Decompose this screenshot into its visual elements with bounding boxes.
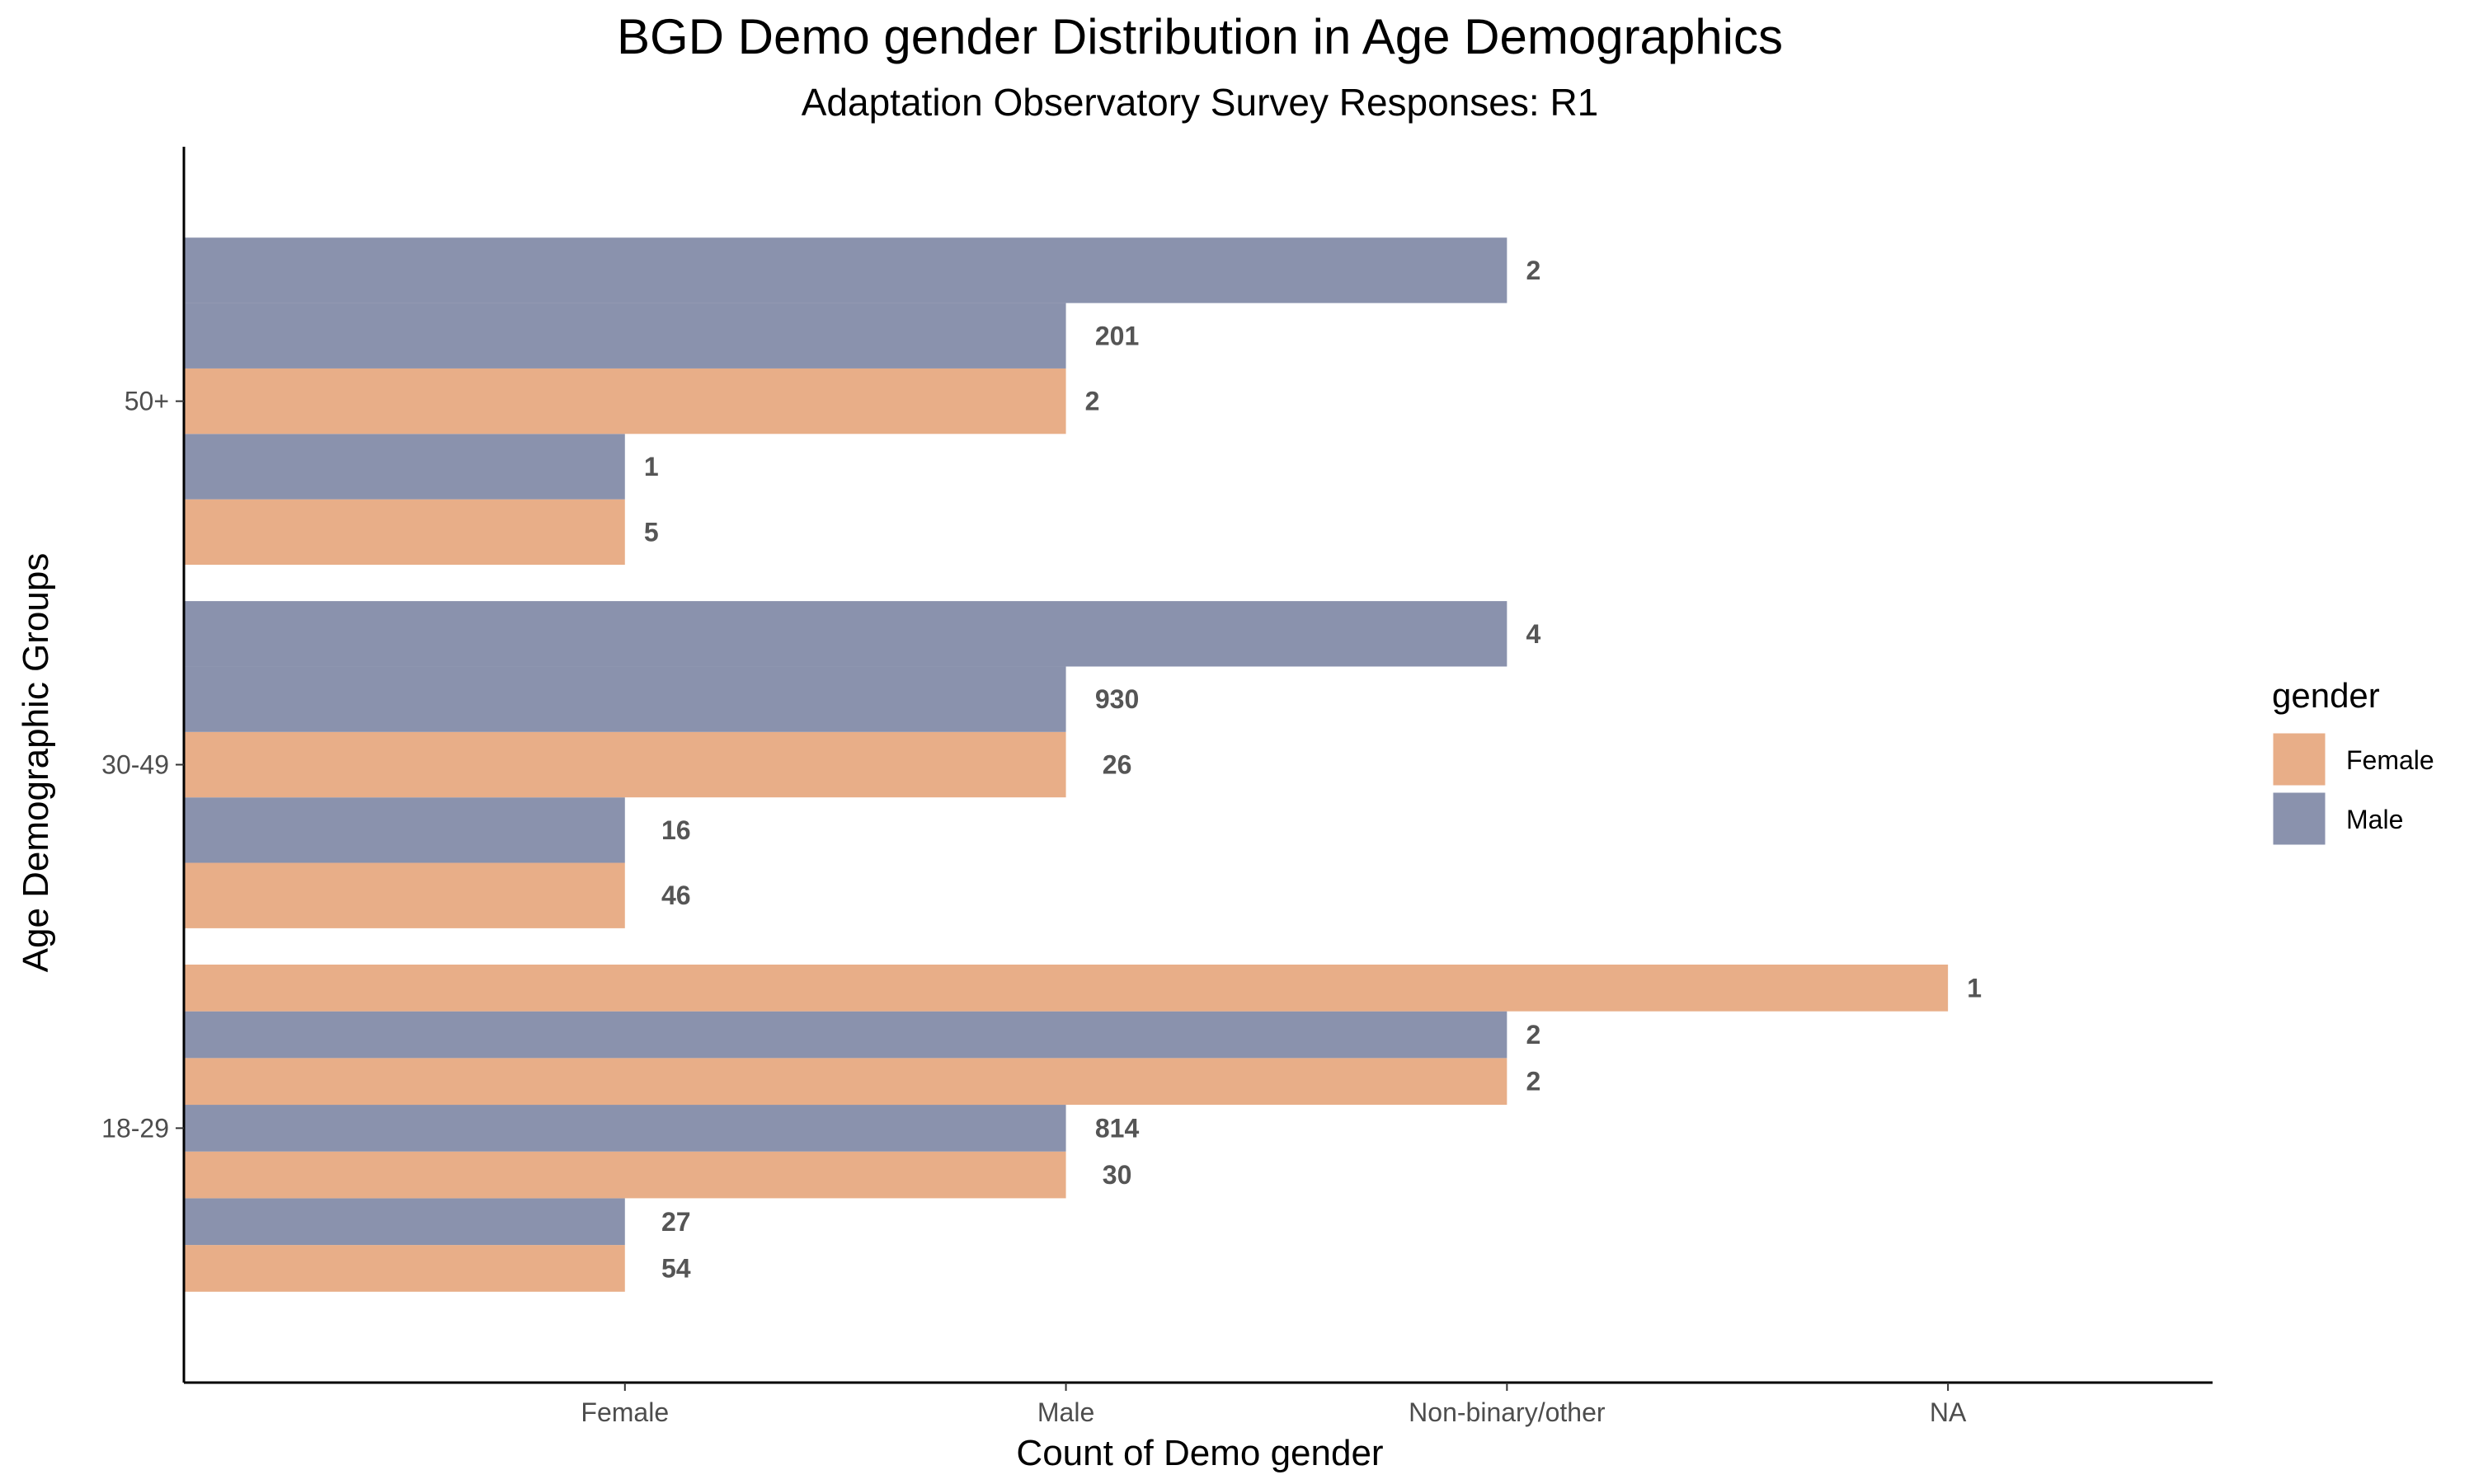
- bar: [184, 1151, 1066, 1199]
- bar: [184, 666, 1066, 732]
- data-label: 27: [661, 1207, 691, 1237]
- x-tick-label: Male: [1037, 1397, 1094, 1427]
- data-label: 2: [1526, 1067, 1540, 1097]
- data-labels-layer: 54 27 30 814 2 2 1 46 16 26 930 4 5 1 2 201 2: [644, 256, 1982, 1284]
- legend-key: [2270, 730, 2328, 788]
- chart-subtitle: Adaptation Observatory Survey Responses:…: [802, 81, 1599, 124]
- bar: [184, 368, 1066, 434]
- bar: [184, 499, 625, 566]
- x-axis-title: Count of Demo gender: [1016, 1433, 1383, 1473]
- bar: [184, 1198, 625, 1246]
- data-label: 26: [1103, 750, 1132, 780]
- bar: [184, 1105, 1066, 1152]
- y-tick-label: 18-29: [101, 1113, 169, 1143]
- legend: gender Female Male: [2270, 676, 2434, 848]
- data-label: 5: [644, 517, 659, 547]
- bar: [184, 1058, 1507, 1106]
- data-label: 30: [1103, 1160, 1132, 1190]
- bar: [184, 434, 625, 500]
- data-label: 814: [1095, 1113, 1140, 1143]
- bar: [184, 797, 625, 863]
- bar: [184, 731, 1066, 798]
- legend-title: gender: [2272, 676, 2380, 715]
- bar: [184, 237, 1507, 303]
- bar: [184, 1245, 625, 1292]
- axes-layer: Female Male Non-binary/other NA 18-29 30-49 50…: [101, 147, 2213, 1427]
- data-label: 1: [644, 452, 659, 481]
- data-label: 2: [1526, 256, 1540, 285]
- x-tick-label: NA: [1930, 1397, 1967, 1427]
- bar: [184, 601, 1507, 667]
- data-label: 201: [1095, 321, 1139, 350]
- data-label: 16: [661, 815, 691, 845]
- y-axis-title: Age Demographic Groups: [16, 553, 56, 973]
- legend-label: Male: [2346, 805, 2403, 834]
- data-label: 1: [1967, 973, 1982, 1003]
- x-tick-label: Female: [581, 1397, 669, 1427]
- legend-key: [2270, 790, 2328, 848]
- bar: [184, 303, 1066, 369]
- data-label: 930: [1095, 684, 1139, 714]
- bar: [184, 1011, 1507, 1059]
- data-label: 54: [661, 1253, 691, 1283]
- y-tick-label: 30-49: [101, 750, 169, 780]
- bar: [184, 964, 1949, 1012]
- bar: [184, 862, 625, 928]
- bars-layer: [184, 237, 1949, 1292]
- chart-title: BGD Demo gender Distribution in Age Demo…: [617, 9, 1783, 64]
- legend-label: Female: [2346, 745, 2434, 775]
- x-tick-label: Non-binary/other: [1409, 1397, 1606, 1427]
- data-label: 2: [1526, 1020, 1540, 1050]
- data-label: 4: [1526, 619, 1540, 649]
- data-label: 46: [661, 881, 691, 910]
- y-tick-label: 50+: [125, 387, 169, 416]
- data-label: 2: [1085, 387, 1100, 416]
